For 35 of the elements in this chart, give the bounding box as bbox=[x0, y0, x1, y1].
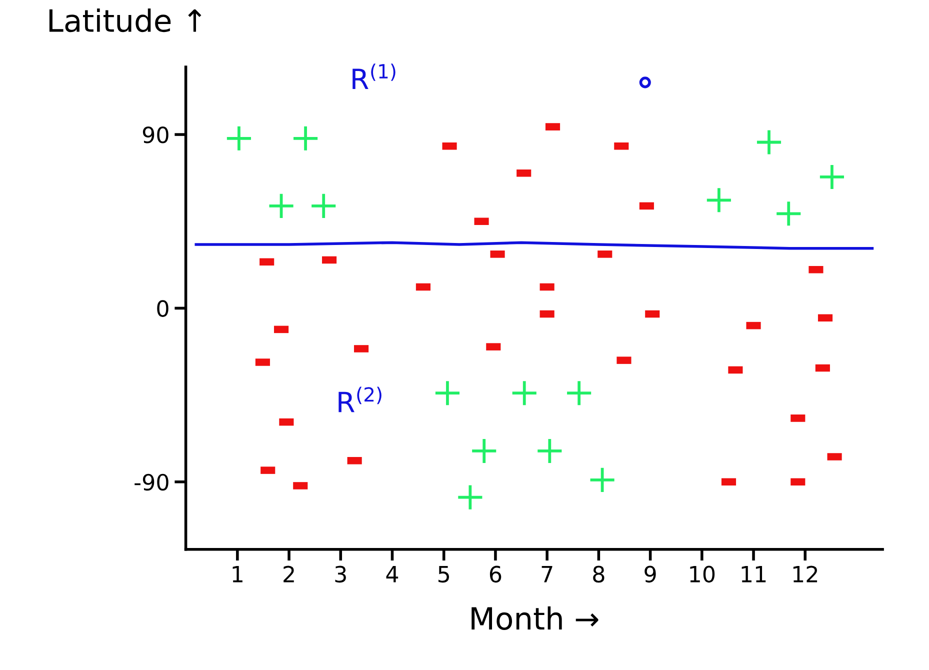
y-tick-label: 0 bbox=[157, 300, 168, 317]
point bbox=[294, 126, 318, 150]
annotation: R$^{(1)}$ bbox=[352, 64, 396, 89]
point bbox=[472, 438, 496, 464]
y-tick-label: 90 bbox=[142, 126, 168, 144]
x-axis-title: Month → bbox=[472, 606, 598, 630]
x-tick-label: 8 bbox=[593, 566, 604, 583]
y-axis-title: Latitude ↑ bbox=[49, 8, 202, 32]
x-tick-label: 11 bbox=[742, 566, 766, 582]
point bbox=[269, 194, 294, 218]
point bbox=[312, 194, 336, 218]
point bbox=[567, 381, 592, 406]
annotation: R$^{(2)}$ bbox=[338, 386, 382, 412]
x-tick-label: 2 bbox=[284, 566, 294, 582]
point bbox=[512, 381, 536, 406]
x-tick-label: 7 bbox=[542, 566, 552, 582]
point bbox=[538, 438, 562, 464]
point bbox=[435, 381, 460, 406]
point bbox=[820, 164, 844, 190]
x-tick-label: 5 bbox=[438, 566, 449, 583]
x-tick-label: 10 bbox=[690, 566, 715, 583]
x-tick-label: 4 bbox=[386, 566, 398, 582]
x-tick-label: 12 bbox=[793, 566, 818, 582]
point bbox=[590, 468, 614, 492]
point bbox=[776, 202, 801, 226]
point bbox=[458, 485, 482, 510]
x-tick-label: 9 bbox=[644, 566, 656, 583]
point bbox=[706, 188, 731, 212]
x-tick-label: 1 bbox=[232, 566, 242, 582]
y-tick-label: -90 bbox=[134, 474, 168, 491]
point bbox=[756, 130, 782, 154]
point bbox=[226, 126, 251, 150]
x-tick-label: 3 bbox=[335, 566, 346, 583]
point bbox=[639, 76, 651, 88]
x-tick-label: 6 bbox=[490, 566, 502, 583]
